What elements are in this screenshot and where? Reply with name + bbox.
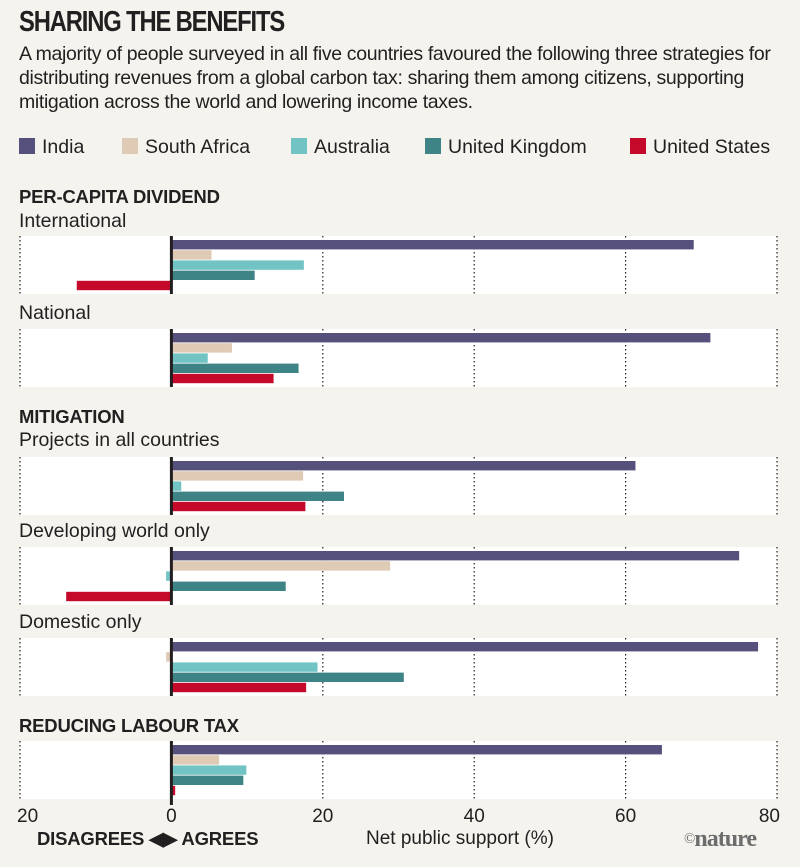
bar-australia: Australia: 9.9 bbox=[171, 765, 247, 775]
bar-india: India: 64.8 bbox=[171, 745, 662, 755]
bar-australia: Australia: 19.3 bbox=[171, 662, 318, 672]
panel-label-domestic-only: Domestic only bbox=[19, 611, 142, 633]
bar-united-kingdom: United Kingdom: 9.5 bbox=[171, 775, 244, 785]
nature-logo: ©nature bbox=[684, 826, 757, 853]
bar-australia: Australia: 1.3 bbox=[171, 481, 182, 491]
bar-australia: Australia: 4.8 bbox=[171, 353, 208, 363]
bar-united-kingdom: United Kingdom: 22.8 bbox=[171, 491, 344, 501]
panel-label-national: National bbox=[19, 302, 91, 324]
bar-united-states: United States: 17.7 bbox=[171, 501, 306, 512]
bar-united-kingdom: United Kingdom: 11 bbox=[171, 270, 255, 280]
bar-india: India: 71.2 bbox=[171, 333, 711, 343]
legend-swatch-india bbox=[19, 138, 35, 154]
bar-india: India: 75 bbox=[171, 551, 740, 561]
bar-india: India: 77.5 bbox=[171, 642, 759, 652]
bar-united-states: United States: -13.9 bbox=[66, 591, 172, 602]
section-heading-reducing-labour-tax: REDUCING LABOUR TAX bbox=[19, 715, 239, 736]
legend-label: United Kingdom bbox=[448, 136, 587, 158]
legend-swatch-united-states bbox=[630, 138, 646, 154]
legend-label: India bbox=[42, 136, 85, 158]
bar-south-africa: South Africa: -0.7 bbox=[166, 652, 172, 662]
legend-swatch-australia bbox=[291, 138, 307, 154]
bar-australia: Australia: 17.5 bbox=[171, 260, 304, 270]
bar-united-states: United States: -12.5 bbox=[76, 280, 172, 291]
direction-label: DISAGREES ◀▶ AGREES bbox=[37, 828, 259, 849]
x-tick-label: 20 bbox=[312, 806, 333, 827]
x-tick-label: 0 bbox=[166, 806, 177, 827]
bar-united-kingdom: United Kingdom: 16.8 bbox=[171, 363, 299, 373]
x-tick-label: 20 bbox=[17, 806, 38, 827]
bar-south-africa: South Africa: 8 bbox=[171, 343, 232, 353]
bar-united-states: United States: 13.5 bbox=[171, 373, 274, 384]
bar-united-kingdom: United Kingdom: 15.1 bbox=[171, 581, 286, 591]
legend-swatch-south-africa bbox=[122, 138, 138, 154]
bar-united-states: United States: 17.8 bbox=[171, 682, 307, 693]
section-heading-per-capita-dividend: PER-CAPITA DIVIDEND bbox=[19, 186, 220, 207]
legend-swatch-united-kingdom bbox=[425, 138, 441, 154]
legend-label: United States bbox=[653, 136, 771, 158]
bar-australia: Australia: -0.7 bbox=[166, 571, 172, 581]
chart-subtitle: A majority of people surveyed in all fiv… bbox=[19, 43, 771, 113]
bar-south-africa: South Africa: 6.3 bbox=[171, 755, 220, 765]
bar-united-kingdom: United Kingdom: 30.7 bbox=[171, 672, 404, 682]
bar-india: India: 61.3 bbox=[171, 461, 636, 471]
x-axis-label: Net public support (%) bbox=[366, 828, 554, 849]
bar-united-states: United States: 0.5 bbox=[171, 785, 176, 796]
panel-label-developing-world-only: Developing world only bbox=[19, 520, 210, 542]
bar-south-africa: South Africa: 28.9 bbox=[171, 561, 391, 571]
bar-south-africa: South Africa: 17.4 bbox=[171, 471, 304, 481]
legend-label: South Africa bbox=[145, 136, 251, 158]
chart-title: SHARING THE BENEFITS bbox=[19, 6, 285, 38]
legend-label: Australia bbox=[314, 136, 390, 158]
credit-name: nature bbox=[694, 826, 757, 852]
x-tick-label: 40 bbox=[464, 806, 485, 827]
panel-label-projects-in-all-countries: Projects in all countries bbox=[19, 429, 220, 451]
panel-label-international: International bbox=[19, 210, 127, 232]
section-heading-mitigation: MITIGATION bbox=[19, 406, 125, 427]
bar-south-africa: South Africa: 5.3 bbox=[171, 250, 212, 260]
x-tick-label: 60 bbox=[615, 806, 636, 827]
bar-india: India: 69 bbox=[171, 240, 694, 250]
x-tick-label: 80 bbox=[759, 806, 780, 827]
copyright-icon: © bbox=[684, 831, 695, 847]
